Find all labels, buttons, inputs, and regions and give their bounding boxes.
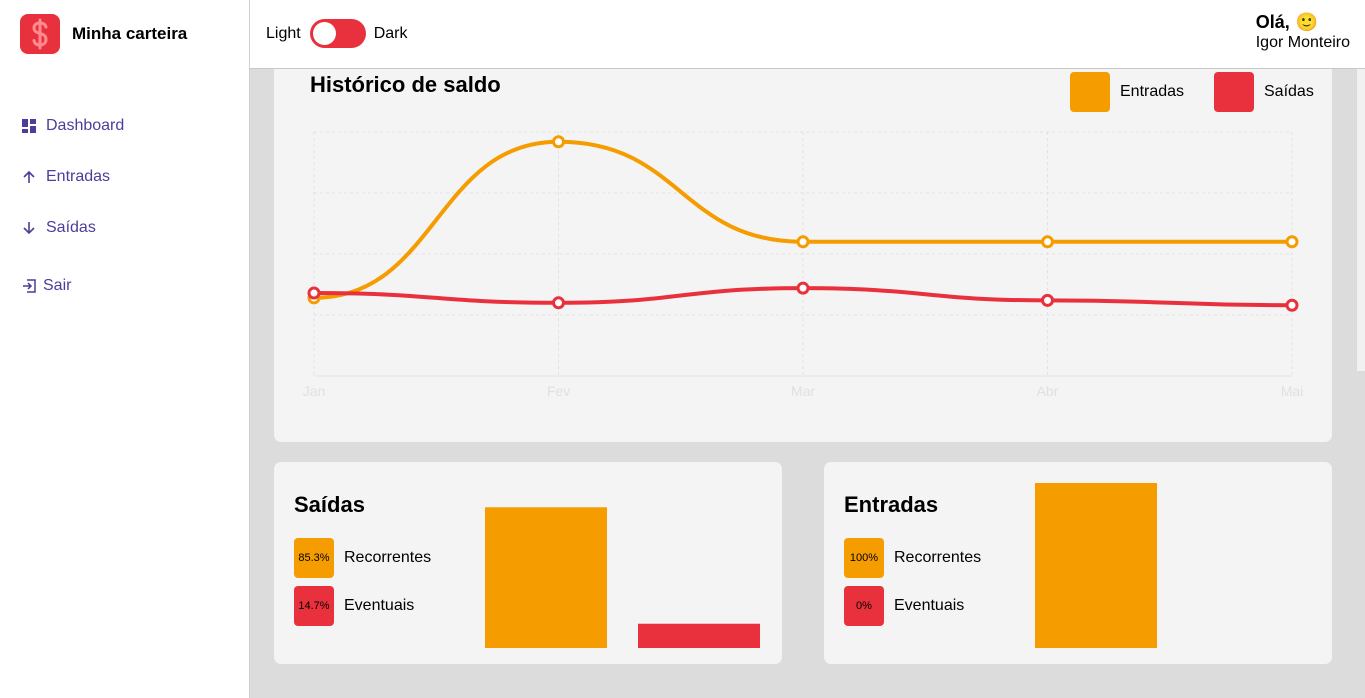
sidebar-item-entradas[interactable]: Entradas xyxy=(21,165,110,189)
saidas-recorrentes-row: 85.3% Recorrentes xyxy=(294,538,431,578)
x-tick-label: Mai xyxy=(1281,383,1304,399)
arrow-down-icon xyxy=(21,220,37,236)
sidebar-item-label: Dashboard xyxy=(46,117,125,134)
bar-eventuais xyxy=(638,623,760,648)
data-point-sadas xyxy=(1285,298,1299,312)
brand: Minha carteira xyxy=(20,14,187,54)
sidebar: Minha carteira Dashboard Entradas Saídas… xyxy=(0,0,250,698)
app-title: Minha carteira xyxy=(72,24,188,43)
percent-badge: 14.7% xyxy=(294,586,334,626)
history-title: Histórico de saldo xyxy=(310,72,501,97)
legend-item-saidas: Saídas xyxy=(1214,72,1314,112)
dollar-sign-icon xyxy=(20,14,60,54)
legend-label: Saídas xyxy=(1264,83,1314,100)
data-point-entradas xyxy=(1041,235,1054,249)
exit-icon xyxy=(21,278,37,294)
data-point-sadas xyxy=(796,281,810,295)
sidebar-item-dashboard[interactable]: Dashboard xyxy=(21,114,124,138)
greeting: Olá, 🙂 xyxy=(1256,12,1350,33)
sidebar-item-label: Entradas xyxy=(46,168,111,185)
data-point-entradas xyxy=(1285,235,1299,249)
bar-recorrentes xyxy=(485,507,607,648)
legend-label: Entradas xyxy=(1120,83,1185,100)
series-line-entradas xyxy=(313,139,1292,300)
entradas-bar-chart xyxy=(1035,483,1157,648)
legend-swatch xyxy=(1214,72,1254,112)
history-card: Jan Fev Mar Abr Mai Histórico de saldo Entra… xyxy=(274,69,1332,442)
x-tick-label: Jan xyxy=(303,383,326,399)
data-point-sadas xyxy=(1041,293,1054,307)
scrollbar[interactable] xyxy=(1357,69,1365,371)
entradas-recorrentes-row: 100% Recorrentes xyxy=(844,538,981,578)
smiley-emoji-icon: 🙂 xyxy=(1295,12,1319,32)
sidebar-item-label: Sair xyxy=(43,277,72,294)
x-tick-label: Fev xyxy=(547,383,570,399)
sidebar-item-saidas[interactable]: Saídas xyxy=(21,216,96,240)
dark-label: Dark xyxy=(373,24,408,42)
legend-swatch xyxy=(1070,72,1110,112)
saidas-eventuais-row: 14.7% Eventuais xyxy=(294,586,414,626)
row-label: Eventuais xyxy=(344,597,415,614)
saidas-bar-chart xyxy=(485,507,760,648)
x-tick-label: Mar xyxy=(791,383,815,399)
data-point-entradas xyxy=(796,235,810,249)
history-line-chart: Jan Fev Mar Abr Mai xyxy=(303,131,1304,399)
theme-switch[interactable] xyxy=(309,19,366,48)
sidebar-item-label: Saídas xyxy=(46,219,96,236)
user-name: Igor Monteiro xyxy=(1255,34,1350,51)
theme-toggle: Light Dark xyxy=(266,19,407,48)
sidebar-item-sair[interactable]: Sair xyxy=(21,274,71,298)
switch-knob xyxy=(312,22,336,45)
header: Light Dark Olá, 🙂 Igor Monteiro xyxy=(250,0,1365,69)
data-point-sadas xyxy=(307,286,321,300)
greeting-text: Olá, xyxy=(1255,12,1290,32)
dashboard-icon xyxy=(21,118,37,134)
dashboard-content: Jan Fev Mar Abr Mai Histórico de saldo Entra… xyxy=(250,69,1365,698)
saidas-card: Saídas 85.3% Recorrentes 14.7% Eventuais xyxy=(274,462,782,664)
user-profile: Olá, 🙂 Igor Monteiro xyxy=(1256,12,1350,52)
data-point-sadas xyxy=(552,296,565,310)
percent-badge: 100% xyxy=(844,538,884,578)
row-label: Recorrentes xyxy=(894,549,982,566)
bar-recorrentes xyxy=(1035,483,1157,648)
saidas-title: Saídas xyxy=(294,492,365,517)
data-point-entradas xyxy=(552,135,565,149)
legend-item-entradas: Entradas xyxy=(1070,72,1184,112)
row-label: Eventuais xyxy=(894,597,965,614)
arrow-up-icon xyxy=(21,169,37,185)
light-label: Light xyxy=(266,24,301,42)
entradas-title: Entradas xyxy=(844,492,939,517)
x-tick-label: Abr xyxy=(1037,383,1059,399)
row-label: Recorrentes xyxy=(344,549,432,566)
percent-badge: 0% xyxy=(844,586,884,626)
percent-badge: 85.3% xyxy=(294,538,334,578)
entradas-card: Entradas 100% Recorrentes 0% Eventuais xyxy=(824,462,1332,664)
entradas-eventuais-row: 0% Eventuais xyxy=(844,586,964,626)
